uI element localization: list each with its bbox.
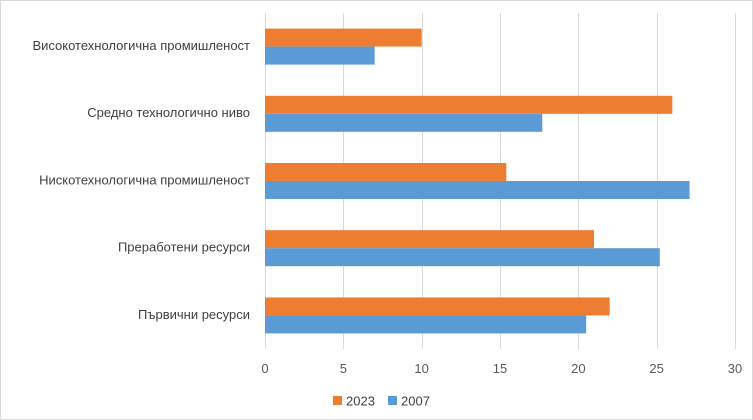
legend-label-2023: 2023 [346, 393, 375, 408]
legend-swatch-2023 [333, 396, 342, 405]
bar-2007-1 [265, 113, 543, 132]
bar-2023-0 [265, 28, 422, 47]
x-tick-label: 10 [414, 361, 428, 376]
legend-swatch-2007 [388, 396, 397, 405]
bar-2023-3 [265, 230, 594, 249]
category-label: Първични ресурси [138, 307, 250, 322]
category-label: Нискотехнологична промишленост [39, 172, 250, 187]
x-tick-labels: 0 5 10 15 20 25 30 [261, 361, 742, 376]
x-tick-label: 5 [340, 361, 347, 376]
bar-2007-2 [265, 181, 690, 199]
x-tick-label: 15 [493, 361, 507, 376]
category-label: Средно технологично ниво [87, 105, 250, 120]
bar-2007-0 [265, 46, 375, 65]
category-labels: Високотехнологична промишленост Средно те… [32, 38, 250, 322]
bar-2023-1 [265, 95, 673, 114]
bars [265, 28, 690, 334]
legend-label-2007: 2007 [401, 393, 430, 408]
category-label: Преработени ресурси [118, 240, 250, 255]
x-tick-label: 25 [649, 361, 663, 376]
legend: 2023 2007 [333, 393, 430, 408]
bar-2007-4 [265, 315, 587, 334]
x-tick-label: 30 [728, 361, 742, 376]
x-tick-label: 20 [571, 361, 585, 376]
x-tick-label: 0 [261, 361, 268, 376]
bar-2023-4 [265, 297, 610, 316]
bar-2023-2 [265, 163, 507, 181]
bar-2007-3 [265, 248, 660, 267]
category-label: Високотехнологична промишленост [32, 38, 250, 53]
